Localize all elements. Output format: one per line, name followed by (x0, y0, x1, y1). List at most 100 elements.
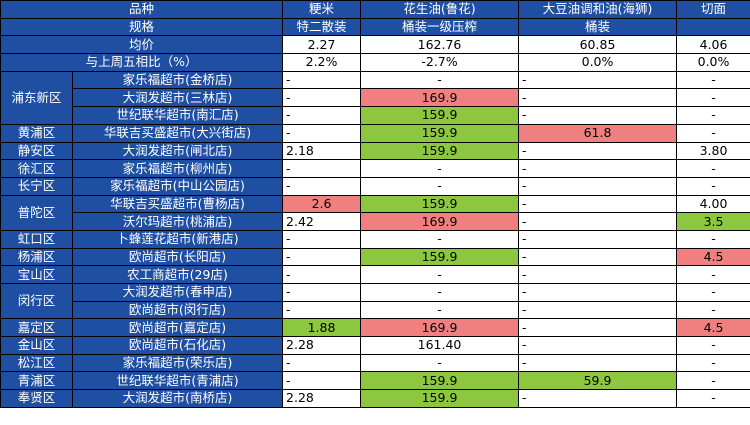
change-row: 与上周五相比（%） 2.2% -2.7% 0.0% 0.0% (0, 53, 750, 72)
table-row: 杨浦区 欧尚超市(长阳店) -159.9-4.5 (0, 247, 750, 267)
price-cell: - (518, 141, 678, 161)
price-cell: 159.9 (360, 194, 520, 214)
price-cell: 1.88 (282, 318, 362, 338)
table-row: 金山区 欧尚超市(石化店) 2.28 161.40- - (0, 336, 750, 355)
price-cell: 3.5 (676, 212, 750, 231)
price-cell: 4.5 (676, 318, 750, 338)
store-cell: 家乐福超市(柳州店) (71, 159, 284, 178)
price-cell: - (282, 353, 362, 373)
price-cell: - (360, 265, 520, 284)
price-cell: - (518, 194, 678, 214)
header-variety-label: 品种 (0, 0, 284, 19)
price-cell: - (518, 176, 678, 196)
store-cell: 农工商超市(29店) (71, 265, 284, 284)
district-cell: 嘉定区 (0, 318, 73, 338)
change-soybean-oil: 0.0% (518, 53, 678, 72)
avg-price-row: 均价 2.27 162.76 60.85 4.06 (0, 35, 750, 55)
district-cell: 徐汇区 (0, 159, 73, 178)
header-row-variety: 品种 粳米 花生油(鲁花) 大豆油调和油(海狮) 切面 (0, 0, 750, 19)
price-cell: 161.40 (360, 336, 520, 355)
price-cell: - (360, 159, 520, 178)
price-cell: - (518, 106, 678, 125)
price-cell: - (360, 70, 520, 90)
price-cell: - (676, 283, 750, 302)
store-cell: 大润发超市(闸北店) (71, 141, 284, 161)
price-cell: 159.9 (360, 371, 520, 391)
district-cell: 长宁区 (0, 176, 73, 196)
store-cell: 欧尚超市(嘉定店) (71, 318, 284, 338)
store-cell: 家乐福超市(金桥店) (71, 70, 284, 90)
price-cell: - (282, 229, 362, 249)
district-cell: 闵行区 (0, 282, 73, 320)
table-row: 松江区 家乐福超市(荣乐店) - - - - (0, 353, 750, 373)
store-cell: 大润发超市(三林店) (71, 88, 284, 108)
avg-soybean-oil: 60.85 (518, 35, 678, 55)
table-row: 黄浦区 华联吉买盛超市(大兴街店) -159.9 61.8- (0, 123, 750, 143)
price-cell: - (676, 389, 750, 408)
table-row: 宝山区 农工商超市(29店) - - - - (0, 265, 750, 284)
price-cell: - (518, 159, 678, 178)
price-cell: - (518, 265, 678, 284)
price-cell: - (282, 283, 362, 302)
header-spec-label: 规格 (0, 17, 284, 37)
price-cell: 59.9 (518, 371, 678, 391)
price-cell: 169.9 (360, 88, 520, 108)
change-peanut-oil: -2.7% (360, 53, 520, 72)
price-cell: - (676, 371, 750, 391)
price-cell: - (518, 70, 678, 90)
table-row: 欧尚超市(闵行店) - - - - (1, 300, 750, 320)
spec-soybean-oil: 桶装 (518, 17, 678, 37)
price-cell: - (518, 247, 678, 267)
store-cell: 世纪联华超市(青浦店) (71, 371, 284, 391)
district-cell: 黄浦区 (0, 123, 73, 143)
store-cell: 华联吉买盛超市(曹杨店) (71, 194, 284, 214)
price-cell: - (676, 353, 750, 373)
district-cell: 金山区 (0, 336, 73, 355)
table-row: 嘉定区 欧尚超市(嘉定店) 1.88 169.9-4.5 (0, 318, 750, 338)
table-row: 大润发超市(三林店) -169.9- - (1, 88, 750, 108)
store-cell: 欧尚超市(长阳店) (71, 247, 284, 267)
avg-price-label: 均价 (0, 35, 284, 55)
change-noodles: 0.0% (676, 53, 750, 72)
district-cell: 静安区 (0, 141, 73, 161)
price-cell: - (282, 300, 362, 320)
store-cell: 沃尔玛超市(桃浦店) (71, 212, 284, 231)
price-cell: - (360, 300, 520, 320)
header-row-spec: 规格 特二散装 桶装一级压榨 桶装 (0, 17, 750, 37)
price-cell: - (518, 353, 678, 373)
price-cell: - (518, 283, 678, 302)
district-cell: 宝山区 (0, 265, 73, 284)
change-rice: 2.2% (282, 53, 362, 72)
store-cell: 大润发超市(南桥店) (71, 389, 284, 408)
price-cell: - (676, 70, 750, 90)
table-row: 世纪联华超市(南汇店) -159.9- - (1, 106, 750, 125)
price-cell: - (282, 247, 362, 267)
price-cell: - (282, 176, 362, 196)
price-cell: 159.9 (360, 247, 520, 267)
price-cell: - (518, 318, 678, 338)
price-cell: 4.00 (676, 194, 750, 214)
price-cell: - (518, 212, 678, 231)
price-cell: - (282, 123, 362, 143)
price-cell: - (282, 88, 362, 108)
price-table-body: 品种 粳米 花生油(鲁花) 大豆油调和油(海狮) 切面 规格 特二散装 桶装一级… (0, 0, 750, 408)
price-cell: - (360, 353, 520, 373)
price-cell: - (360, 229, 520, 249)
table-row: 青浦区 世纪联华超市(青浦店) -159.9 59.9- (0, 371, 750, 391)
price-cell: - (360, 283, 520, 302)
price-cell: - (676, 176, 750, 196)
price-cell: 4.5 (676, 247, 750, 267)
price-cell: - (360, 176, 520, 196)
price-cell: - (518, 336, 678, 355)
table-row: 沃尔玛超市(桃浦店) 2.42 169.9-3.5 (1, 212, 750, 231)
price-cell: - (518, 389, 678, 408)
price-table: 品种 粳米 花生油(鲁花) 大豆油调和油(海狮) 切面 规格 特二散装 桶装一级… (0, 0, 750, 408)
table-row: 奉贤区 大润发超市(南桥店) 2.28 159.9- - (0, 389, 750, 408)
price-cell: 2.28 (282, 389, 362, 408)
table-row: 闵行区 大润发超市(春申店) - - - - (0, 282, 750, 320)
price-cell: - (676, 88, 750, 108)
header-rice: 粳米 (282, 0, 362, 19)
table-row: 长宁区 家乐福超市(中山公园店) - - - - (0, 176, 750, 196)
district-cell: 虹口区 (0, 229, 73, 249)
district-cell: 青浦区 (0, 371, 73, 391)
